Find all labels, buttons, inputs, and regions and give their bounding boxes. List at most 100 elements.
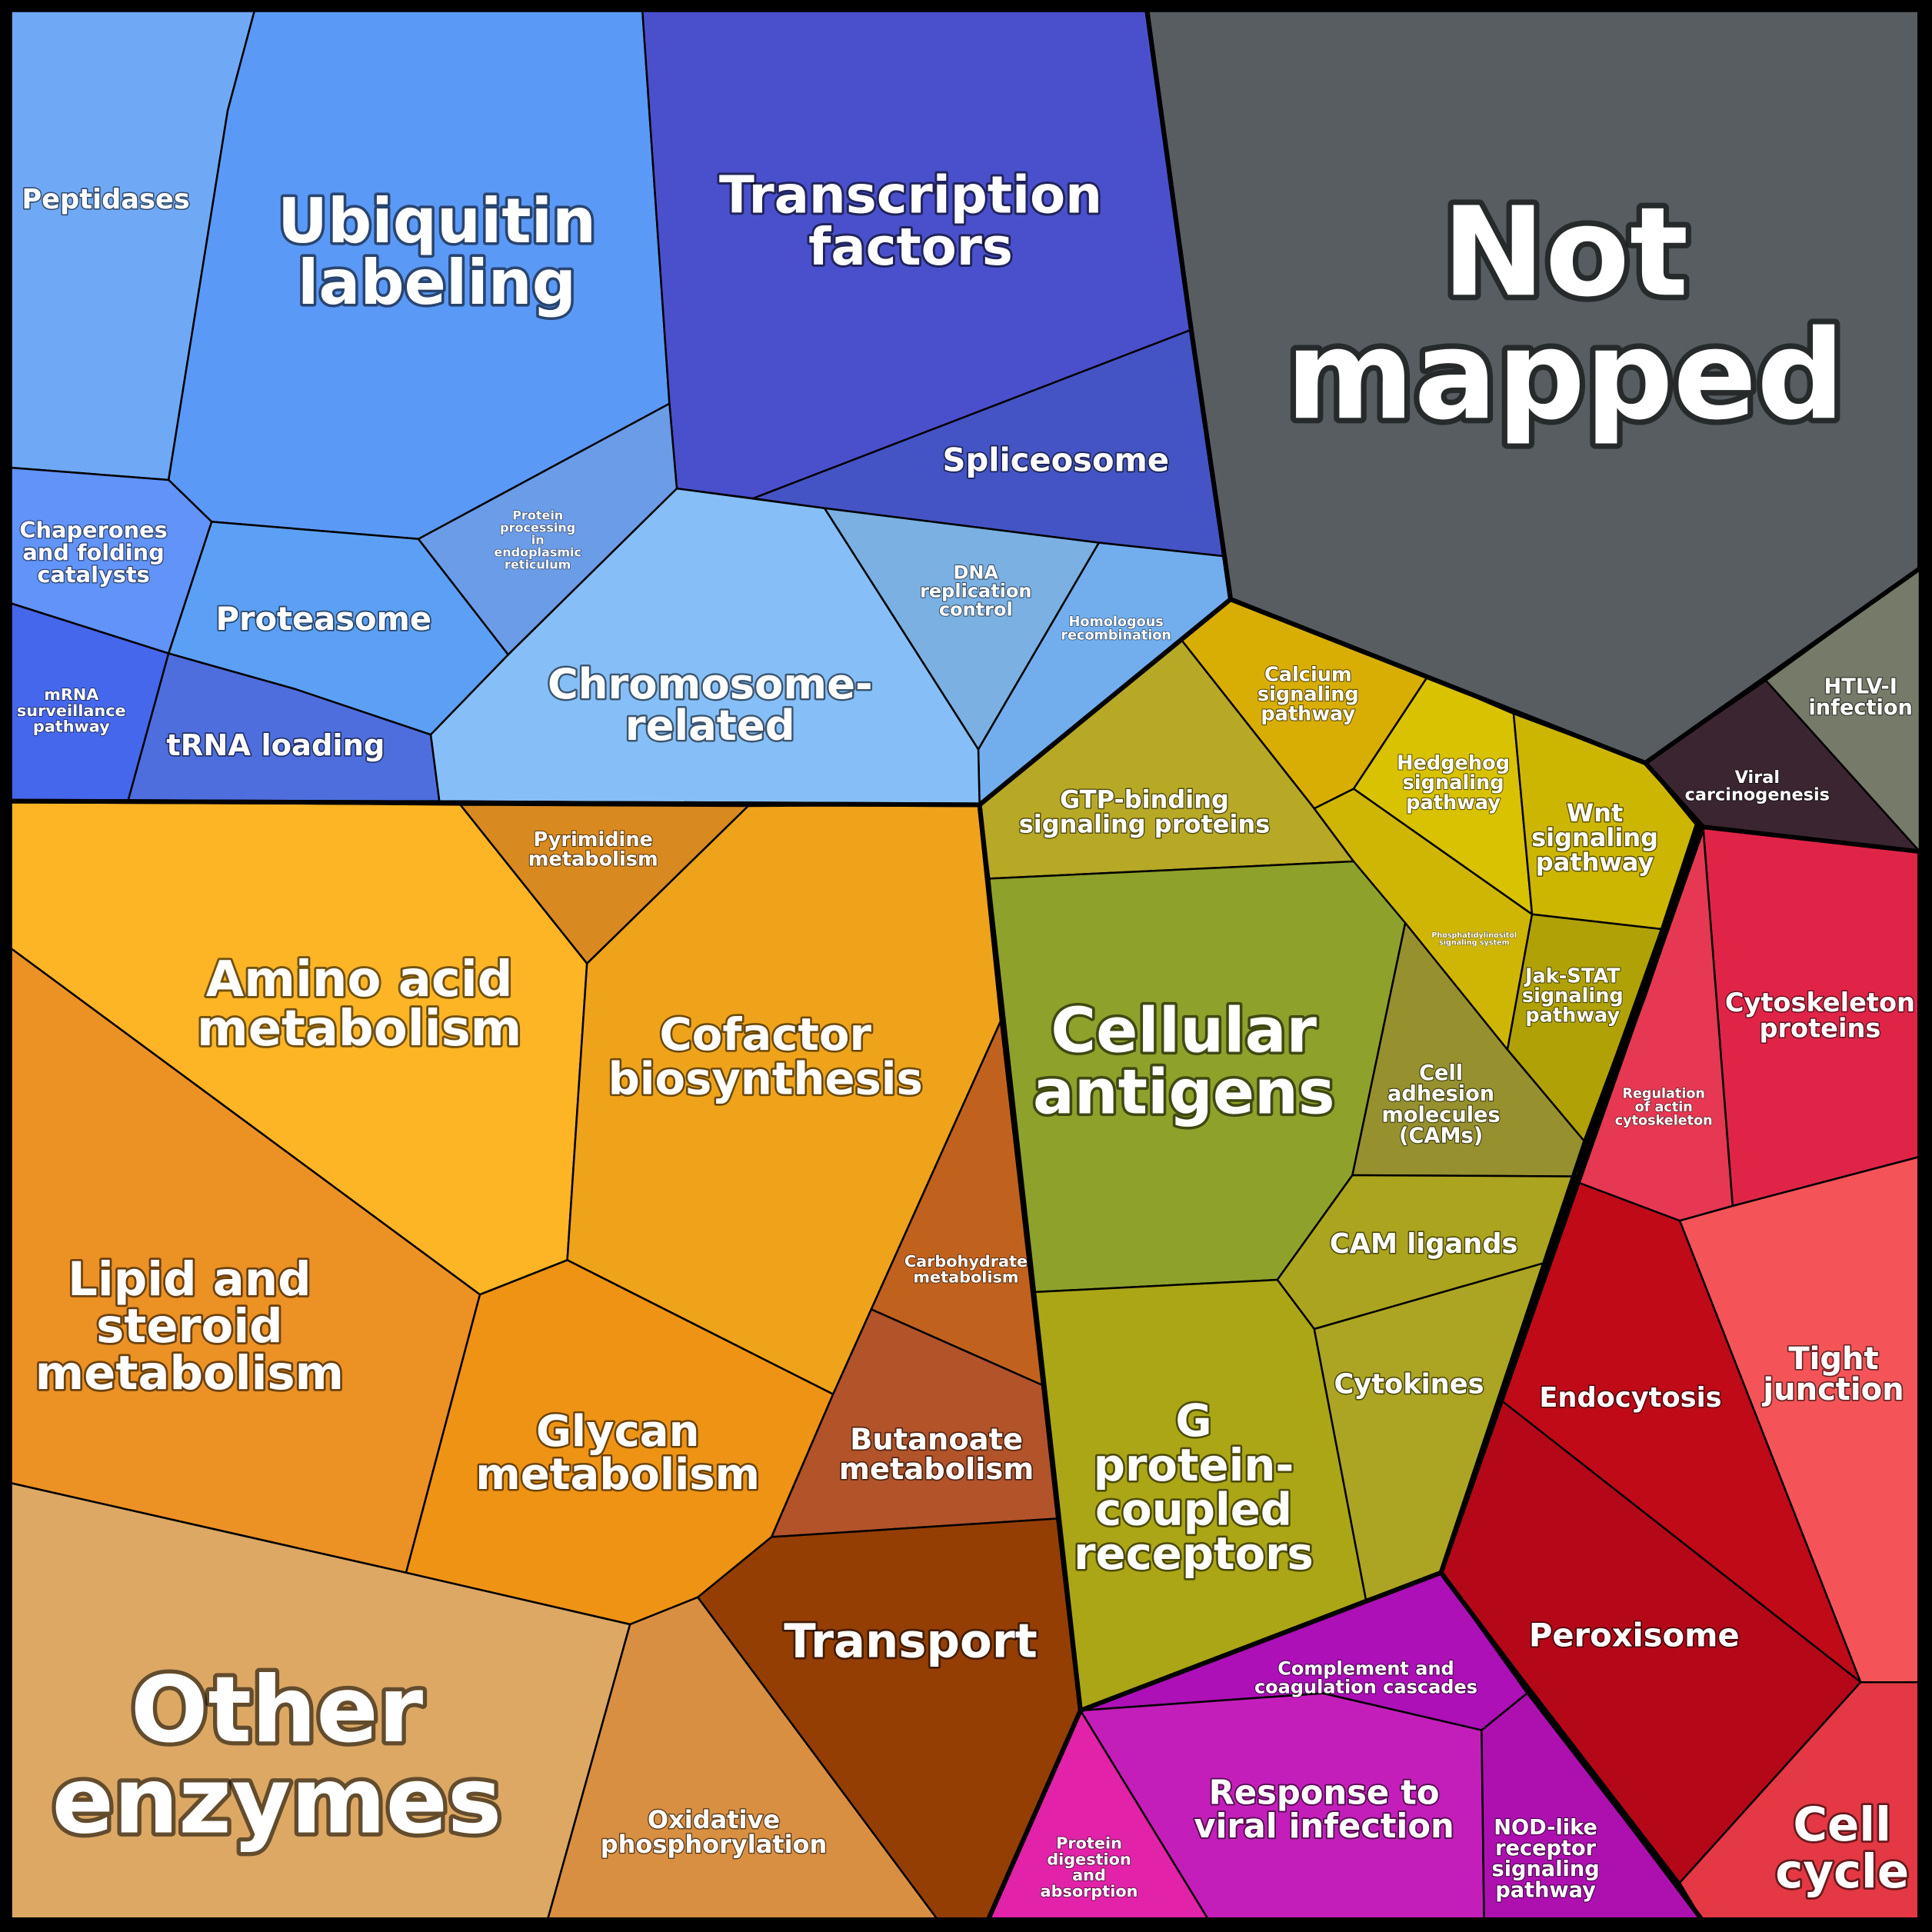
label-dna-replication: DNA replication control (920, 562, 1031, 621)
label-cofactor-line: Cofactor (659, 1008, 871, 1060)
group-border-signaling (977, 597, 1706, 1713)
label-chromosome: Chromosome-related (548, 660, 873, 750)
label-htlv: HTLV-I infection (1808, 675, 1912, 719)
label-pyrimidine-line: Pyrimidine (533, 828, 652, 851)
label-viral-response-line: Response to (1209, 1774, 1440, 1812)
label-nod-line: receptor (1495, 1837, 1597, 1860)
label-cam-line: molecules (1382, 1103, 1501, 1127)
cells-layer (8, 8, 1921, 1921)
label-protein-digestion-line: and (1072, 1866, 1106, 1884)
label-gpcr-line: protein- (1094, 1439, 1294, 1491)
label-cellular-antigens-line: Cellular (1051, 995, 1317, 1067)
label-lipid-line: metabolism (35, 1346, 344, 1400)
label-chromosome-line: Chromosome- (548, 660, 873, 708)
label-wnt-line: signaling (1531, 823, 1658, 852)
label-chaperones: Chaperones and folding catalysts (19, 517, 167, 588)
label-peroxisome-line: Peroxisome (1529, 1617, 1740, 1654)
label-cam-line: adhesion (1387, 1082, 1494, 1106)
label-cofactor: Cofactor biosynthesis (608, 1008, 923, 1104)
label-gtp-line: GTP-binding (1060, 785, 1229, 814)
label-calcium-line: Calcium (1264, 663, 1352, 686)
label-homologous-line: recombination (1061, 628, 1171, 643)
label-amino-acid-line: Amino acid (206, 951, 513, 1008)
label-wnt-line: Wnt (1567, 798, 1623, 828)
label-cell-cycle-line: cycle (1775, 1844, 1909, 1898)
label-ubiquitin: Ubiquitin labeling (278, 185, 596, 318)
label-cam-ligands-line: CAM ligands (1330, 1228, 1518, 1260)
label-chaperones-line: catalysts (37, 561, 149, 588)
label-trna-line: tRNA loading (166, 728, 385, 763)
label-nod: NOD-like receptor signaling pathway (1492, 1815, 1600, 1902)
label-htlv-line: HTLV-I (1824, 675, 1897, 698)
label-spliceosome-line: Spliceosome (943, 441, 1170, 479)
label-homologous: Homologous recombination (1061, 615, 1171, 644)
label-lipid: Lipid and steroid metabolism (35, 1253, 344, 1401)
label-gpcr-line: G (1175, 1395, 1211, 1447)
label-homologous-line: Homologous (1069, 615, 1164, 630)
label-nod-line: signaling (1492, 1857, 1600, 1881)
label-transcription: Transcription factors (719, 165, 1102, 276)
label-endocytosis: Endocytosis (1539, 1382, 1721, 1414)
label-other-enzymes-line: enzymes (52, 1748, 502, 1854)
label-phosphatidyl-line: signaling system (1439, 939, 1510, 948)
label-phosphatidyl: Phosphatidylinositol signaling system (1431, 931, 1517, 948)
labels-layer: Peptidases Ubiquitin labeling Transcription… (16, 162, 1917, 1903)
label-mrna: mRNA surveillance pathway (17, 685, 126, 736)
label-protein-digestion-line: absorption (1041, 1882, 1138, 1900)
label-carbohydrate-line: metabolism (913, 1268, 1018, 1287)
label-calcium: Calcium signaling pathway (1257, 663, 1359, 725)
label-cytokines: Cytokines (1334, 1369, 1484, 1401)
label-gpcr-line: coupled (1095, 1484, 1292, 1535)
label-not-mapped-line: mapped (1286, 303, 1845, 447)
label-transcription-line: Transcription (719, 165, 1102, 225)
label-peptidases-line: Peptidases (22, 184, 189, 215)
label-cytokines-line: Cytokines (1334, 1369, 1484, 1401)
label-calcium-line: signaling (1257, 683, 1359, 706)
label-viral-response-line: viral infection (1194, 1807, 1454, 1845)
label-transcription-line: factors (808, 216, 1013, 276)
label-viral-response: Response to viral infection (1194, 1774, 1454, 1845)
label-transport: Transport (784, 1614, 1038, 1668)
label-cell-cycle-line: Cell (1793, 1798, 1891, 1852)
group-border-cellular (1438, 824, 1922, 1922)
label-gpcr-line: receptors (1074, 1528, 1314, 1580)
label-hedgehog-line: pathway (1406, 791, 1501, 814)
label-complement: Complement and coagulation cascades (1254, 1657, 1477, 1697)
label-complement-line: coagulation cascades (1254, 1676, 1477, 1697)
label-calcium-line: pathway (1261, 703, 1355, 726)
label-other-enzymes: Other enzymes (52, 1657, 502, 1854)
label-gtp-line: signaling proteins (1019, 810, 1271, 839)
label-gtp: GTP-binding signaling proteins (1019, 785, 1271, 839)
label-peroxisome: Peroxisome (1529, 1617, 1740, 1654)
label-nod-line: pathway (1495, 1878, 1596, 1902)
label-cell-cycle: Cell cycle (1775, 1798, 1909, 1899)
label-not-mapped: Not mapped (1286, 180, 1845, 447)
label-protein-digestion-line: Protein (1056, 1834, 1122, 1853)
label-actin-line: cytoskeleton (1615, 1114, 1713, 1129)
label-dna-replication-line: control (939, 599, 1013, 621)
label-endocytosis-line: Endocytosis (1539, 1382, 1721, 1414)
label-tight-junction-line: junction (1761, 1372, 1904, 1407)
label-protein-digestion: Protein digestion and absorption (1041, 1834, 1138, 1900)
label-actin: Regulation of actin cytoskeleton (1615, 1086, 1713, 1128)
label-phosphatidyl-line: Phosphatidylinositol (1431, 931, 1517, 940)
label-glycan: Glycan metabolism (475, 1407, 760, 1500)
label-protein-processing-line: processing (500, 520, 575, 535)
label-mrna-line: mRNA (44, 685, 98, 704)
label-lipid-line: steroid (96, 1300, 283, 1354)
label-other-enzymes-line: Other (131, 1657, 424, 1763)
label-proteasome: Proteasome (215, 600, 431, 638)
label-proteasome-line: Proteasome (215, 600, 431, 638)
label-transport-line: Transport (784, 1614, 1038, 1668)
label-chaperones-line: and folding (22, 539, 164, 565)
label-carbohydrate: Carbohydrate metabolism (904, 1252, 1028, 1287)
label-viral-carcino-line: Viral (1735, 768, 1780, 788)
label-cellular-antigens: Cellular antigens (1033, 995, 1335, 1128)
label-jak-stat-line: pathway (1525, 1004, 1620, 1028)
label-oxidative: Oxidative phosphorylation (601, 1805, 828, 1859)
label-nod-line: NOD-like (1494, 1815, 1597, 1839)
label-cytoskeleton-line: Cytoskeleton (1725, 987, 1915, 1017)
